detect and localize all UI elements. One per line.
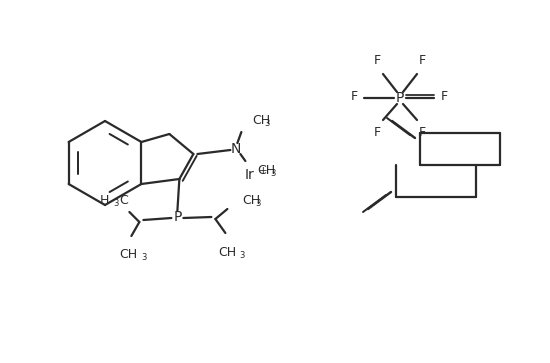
Text: Ir: Ir	[245, 168, 255, 182]
Text: N: N	[230, 142, 240, 156]
Text: 3: 3	[239, 250, 245, 260]
Text: P: P	[396, 91, 404, 105]
Text: F: F	[441, 90, 448, 103]
Text: C: C	[119, 193, 128, 207]
Text: P: P	[173, 210, 182, 224]
Text: F: F	[419, 126, 426, 139]
Text: CH: CH	[119, 249, 138, 261]
Text: F: F	[350, 90, 358, 103]
Text: F: F	[419, 54, 426, 68]
Text: F: F	[373, 54, 381, 68]
Text: 3: 3	[255, 199, 261, 208]
Text: 3: 3	[265, 119, 270, 129]
Text: 3: 3	[141, 253, 147, 262]
Text: CH: CH	[243, 193, 261, 207]
Text: H: H	[100, 193, 109, 207]
Text: CH: CH	[218, 245, 236, 258]
Text: CH: CH	[252, 114, 271, 127]
Text: CH: CH	[257, 164, 276, 178]
Text: 3: 3	[271, 170, 276, 179]
Text: +: +	[259, 166, 268, 176]
Text: 3: 3	[113, 199, 119, 208]
Text: F: F	[373, 126, 381, 139]
